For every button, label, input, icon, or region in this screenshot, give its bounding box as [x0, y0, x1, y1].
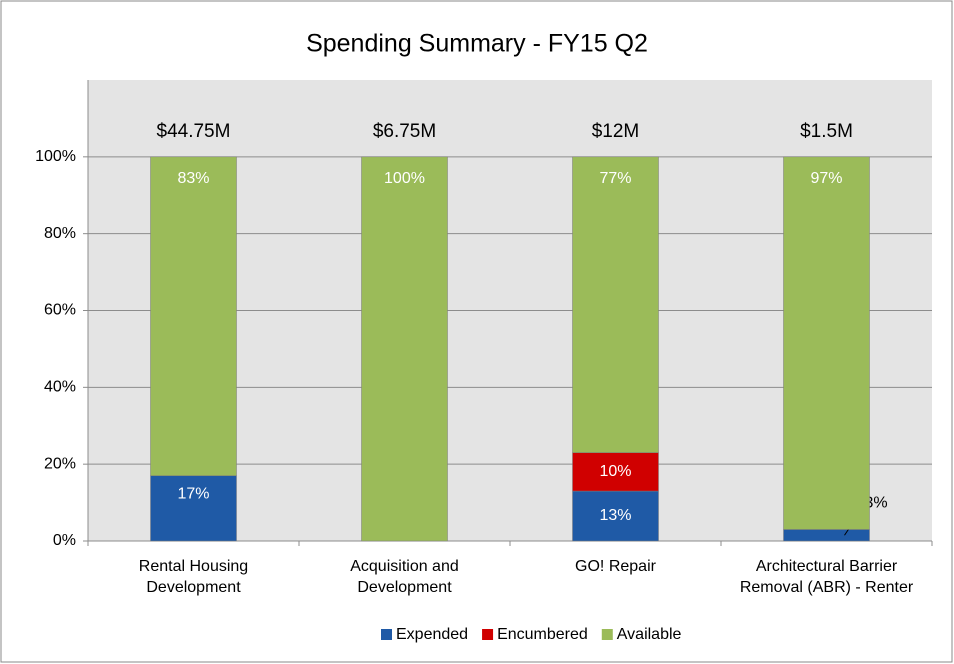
- total-label: $1.5M: [800, 121, 853, 142]
- legend-swatch: [381, 629, 392, 640]
- bar-segment: [572, 452, 659, 492]
- x-tick-label: Rental Housing Development: [138, 558, 249, 596]
- y-tick-label: 20%: [44, 455, 76, 472]
- legend-label: Available: [617, 626, 682, 643]
- data-label: 17%: [177, 486, 209, 503]
- x-tick-label: GO! Repair: [575, 558, 656, 575]
- data-label: 3%: [865, 495, 888, 512]
- bar-segment: [572, 156, 659, 453]
- data-label: 13%: [599, 507, 631, 524]
- chart-title: Spending Summary - FY15 Q2: [306, 30, 648, 58]
- bar-segment: [572, 490, 659, 542]
- total-label: $44.75M: [157, 121, 231, 142]
- data-label: 77%: [599, 170, 631, 187]
- total-label: $12M: [592, 121, 640, 142]
- bar-segment: [150, 475, 237, 542]
- bar-segment: [783, 529, 870, 542]
- legend-swatch: [601, 629, 613, 640]
- x-tick-label: Architectural Barrier Removal (ABR) - Re…: [739, 558, 914, 596]
- y-tick-label: 0%: [53, 532, 76, 549]
- data-label: 97%: [810, 170, 842, 187]
- legend-label: Expended: [396, 626, 468, 643]
- y-tick-label: 80%: [44, 225, 76, 242]
- data-label: 10%: [599, 463, 631, 480]
- bar-segment: [150, 156, 237, 476]
- legend-label: Encumbered: [497, 626, 588, 643]
- data-label: 100%: [384, 170, 425, 187]
- y-tick-label: 40%: [44, 379, 76, 396]
- x-tick-label: Acquisition and Development: [350, 558, 459, 596]
- total-label: $6.75M: [373, 121, 436, 142]
- legend-swatch: [482, 629, 494, 640]
- bar-segment: [361, 156, 448, 542]
- y-tick-label: 100%: [35, 148, 76, 165]
- bar-segment: [783, 156, 870, 530]
- y-tick-label: 60%: [44, 302, 76, 319]
- data-label: 83%: [177, 170, 209, 187]
